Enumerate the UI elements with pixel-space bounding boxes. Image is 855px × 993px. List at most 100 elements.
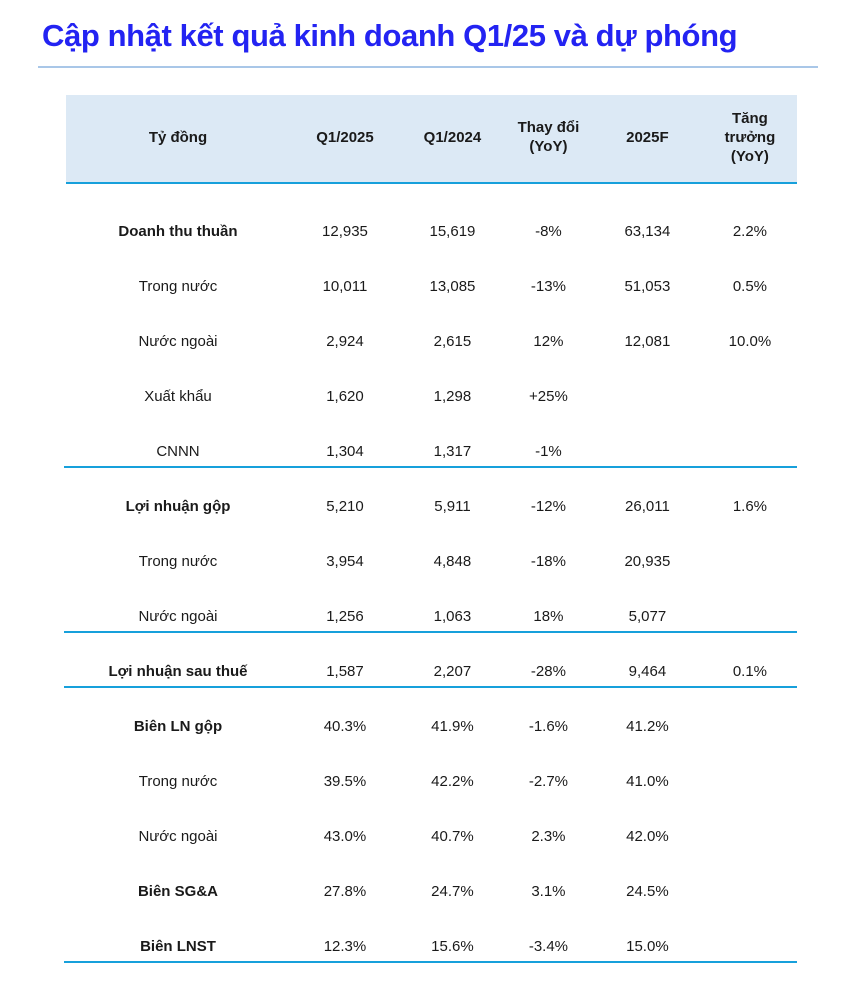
cell-q1-2025: 5,210 (290, 498, 400, 515)
page-title: Cập nhật kết quả kinh doanh Q1/25 và dự … (42, 18, 738, 53)
table-row: Nước ngoài 1,256 1,063 18% 5,077 (64, 589, 797, 644)
value-yoy-change: -1% (535, 442, 562, 460)
row-label-cell: Nước ngoài (66, 828, 290, 845)
table-row: Biên LN gộp 40.3% 41.9% -1.6% 41.2% (66, 699, 797, 754)
value-growth-yoy: 0.5% (732, 277, 768, 295)
cell-yoy-change: -8% (505, 223, 592, 240)
cell-q1-2025: 10,011 (290, 278, 400, 295)
row-label-cell: Biên SG&A (66, 883, 290, 900)
value-q1-2025: 10,011 (322, 277, 368, 295)
cell-yoy-change: -3.4% (505, 938, 592, 955)
value-q1-2024: 4,848 (433, 552, 472, 570)
cell-yoy-change: 18% (505, 608, 592, 625)
value-q1-2025: 12,935 (322, 222, 368, 240)
cell-2025f: 24.5% (592, 883, 703, 900)
value-2025f: 42.0% (626, 827, 669, 845)
cell-2025f: 41.0% (592, 773, 703, 790)
value-2025f: 9,464 (628, 662, 667, 680)
cell-q1-2024: 1,298 (400, 388, 505, 405)
value-yoy-change: -28% (530, 662, 566, 680)
row-label: Doanh thu thuần (118, 222, 238, 240)
value-yoy-change: -1.6% (528, 717, 569, 735)
row-label: Nước ngoài (138, 827, 218, 845)
value-yoy-change: 18% (533, 607, 564, 625)
cell-2025f: 9,464 (592, 663, 703, 680)
value-q1-2024: 2,615 (433, 332, 472, 350)
value-q1-2024: 41.9% (431, 717, 474, 735)
cell-q1-2024: 5,911 (400, 498, 505, 515)
cell-2025f: 41.2% (592, 718, 703, 735)
row-label-cell: Nước ngoài (66, 608, 290, 625)
row-label-cell: Trong nước (66, 773, 290, 790)
cell-q1-2024: 41.9% (400, 718, 505, 735)
column-header-growth-yoy-cell: Tăng trưởng (YoY) (703, 110, 797, 166)
cell-growth-yoy: 2.2% (703, 223, 797, 240)
cell-yoy-change: 3.1% (505, 883, 592, 900)
cell-2025f: 5,077 (592, 608, 703, 625)
column-header-yoy-change-cell: Thay đổi (YoY) (505, 119, 592, 157)
cell-yoy-change: -28% (505, 663, 592, 680)
value-growth-yoy: 1.6% (732, 497, 768, 515)
table-body: Doanh thu thuần 12,935 15,619 -8% 63,134… (64, 184, 797, 974)
row-label: Nước ngoài (138, 607, 218, 625)
table-row: Xuất khẩu 1,620 1,298 +25% (66, 369, 797, 424)
cell-q1-2025: 2,924 (290, 333, 400, 350)
cell-q1-2025: 1,256 (290, 608, 400, 625)
row-label-cell: Lợi nhuận gộp (66, 498, 290, 515)
row-label: Biên LNST (140, 937, 216, 955)
cell-q1-2025: 12,935 (290, 223, 400, 240)
value-q1-2024: 1,317 (433, 442, 472, 460)
value-q1-2024: 2,207 (433, 662, 472, 680)
cell-2025f: 26,011 (592, 498, 703, 515)
cell-yoy-change: 12% (505, 333, 592, 350)
row-label: Lợi nhuận gộp (125, 497, 231, 515)
cell-q1-2024: 2,207 (400, 663, 505, 680)
table-row: Biên SG&A 27.8% 24.7% 3.1% 24.5% (66, 864, 797, 919)
cell-growth-yoy: 0.1% (703, 663, 797, 680)
row-label-cell: Trong nước (66, 278, 290, 295)
column-header-q1-2025: Q1/2025 (316, 128, 374, 146)
cell-yoy-change: 2.3% (505, 828, 592, 845)
row-label-cell: Biên LNST (66, 938, 290, 955)
cell-q1-2024: 4,848 (400, 553, 505, 570)
row-label: Trong nước (138, 772, 218, 790)
value-q1-2025: 1,304 (326, 442, 364, 460)
cell-q1-2024: 24.7% (400, 883, 505, 900)
row-label: Biên LN gộp (133, 717, 223, 735)
cell-q1-2024: 15,619 (400, 223, 505, 240)
value-q1-2025: 5,210 (326, 497, 364, 515)
value-q1-2024: 24.7% (431, 882, 474, 900)
row-label: CNNN (156, 442, 200, 460)
table-row: Lợi nhuận gộp 5,210 5,911 -12% 26,011 1.… (66, 479, 797, 534)
cell-q1-2025: 1,304 (290, 443, 400, 460)
value-q1-2024: 15.6% (431, 937, 474, 955)
cell-yoy-change: -2.7% (505, 773, 592, 790)
column-header-unit-cell: Tỷ đồng (66, 129, 290, 148)
cell-yoy-change: -1% (505, 443, 592, 460)
value-2025f: 24.5% (626, 882, 669, 900)
table-row: Nước ngoài 2,924 2,615 12% 12,081 10.0% (66, 314, 797, 369)
cell-q1-2024: 15.6% (400, 938, 505, 955)
cell-yoy-change: -12% (505, 498, 592, 515)
value-yoy-change: -8% (535, 222, 562, 240)
value-q1-2025: 27.8% (323, 882, 367, 900)
table-row: Biên LNST 12.3% 15.6% -3.4% 15.0% (64, 919, 797, 974)
cell-q1-2025: 1,620 (290, 388, 400, 405)
table-row: Trong nước 10,011 13,085 -13% 51,053 0.5… (66, 259, 797, 314)
row-label: Trong nước (138, 552, 218, 570)
cell-2025f: 42.0% (592, 828, 703, 845)
value-q1-2024: 5,911 (434, 497, 471, 515)
cell-q1-2024: 1,317 (400, 443, 505, 460)
value-yoy-change: 12% (533, 332, 564, 350)
cell-q1-2025: 40.3% (290, 718, 400, 735)
cell-2025f: 15.0% (592, 938, 703, 955)
cell-growth-yoy: 10.0% (703, 333, 797, 350)
cell-q1-2024: 2,615 (400, 333, 505, 350)
value-yoy-change: -2.7% (528, 772, 569, 790)
table-row: Doanh thu thuần 12,935 15,619 -8% 63,134… (66, 204, 797, 259)
value-yoy-change: 3.1% (531, 882, 566, 900)
row-label: Lợi nhuận sau thuế (108, 662, 248, 680)
value-2025f: 15.0% (626, 937, 669, 955)
value-q1-2024: 1,063 (433, 607, 472, 625)
column-header-2025f: 2025F (626, 128, 669, 146)
